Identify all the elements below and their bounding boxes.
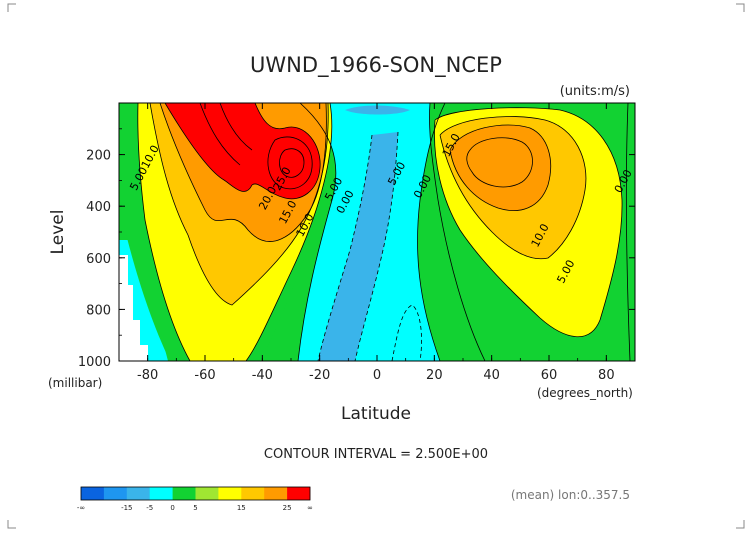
colorbar-tick-label: -∞ (77, 504, 85, 512)
x-tick-label: 20 (426, 368, 443, 383)
contour-line (137, 103, 191, 361)
y-tick-label: 800 (86, 303, 111, 318)
contour-lines (137, 103, 631, 361)
colorbar-swatch (241, 487, 265, 500)
colorbar-swatch (172, 487, 196, 500)
contour-fill-layers (119, 103, 635, 361)
x-tick-label: -80 (137, 368, 158, 383)
contour-line (625, 103, 631, 361)
colorbar-tick-label: 15 (237, 504, 246, 512)
colorbar-swatch (195, 487, 219, 500)
x-tick-label: -60 (194, 368, 215, 383)
corner-marks (7, 3, 745, 529)
colorbar-swatch (287, 487, 311, 500)
colorbar-swatch (81, 487, 105, 500)
contour-line (391, 304, 422, 361)
x-axis: -80 -60 -40 -20 0 20 40 60 80 (118, 103, 636, 383)
chart-title: UWND_1966-SON_NCEP (250, 53, 502, 78)
y-tick-label: 600 (86, 252, 111, 267)
x-tick-label: 40 (483, 368, 500, 383)
contour-line (267, 136, 313, 190)
contour-line (417, 103, 446, 361)
colorbar-swatch (103, 487, 128, 500)
band-negative-top (345, 105, 410, 115)
colorbar-frame (80, 486, 311, 501)
colorbar-tick-label: ∞ (307, 504, 313, 512)
y-units-label: (millibar) (48, 376, 102, 390)
colorbar-swatch (264, 487, 288, 500)
x-units-label: (degrees_north) (537, 386, 633, 400)
contour-line (354, 131, 399, 361)
colorbar-tick-label: 25 (283, 504, 292, 512)
missing-data-notch (119, 255, 148, 361)
contour-line (199, 103, 241, 166)
contour-line (149, 103, 329, 306)
footer-text: (mean) lon:0..357.5 (511, 488, 630, 502)
colorbar-swatch (149, 487, 173, 500)
contour-line (159, 103, 327, 242)
band-negative-column (318, 132, 398, 361)
colorbar-tick-label: 0 (170, 504, 174, 512)
contour-line (297, 103, 337, 361)
y-tick-label: 400 (86, 200, 111, 215)
band-20-25-north (450, 124, 551, 211)
colorbar-tick-label: 5 (193, 504, 197, 512)
contour-line (279, 148, 305, 178)
contour-line (449, 124, 552, 211)
x-axis-label: Latitude (341, 404, 411, 424)
contour-line (439, 116, 587, 260)
x-tick-label: -40 (252, 368, 273, 383)
colorbar-swatch (218, 487, 242, 500)
x-tick-label: -20 (309, 368, 330, 383)
band-gt-25-south (165, 103, 321, 199)
y-axis: 200 400 600 800 1000 (78, 128, 635, 370)
contour-line (466, 137, 533, 188)
y-tick-label: 200 (86, 149, 111, 164)
contour-line (434, 107, 623, 338)
colorbar-swatch (126, 487, 150, 500)
colorbar-tick-label: -5 (146, 504, 153, 512)
contour-line (164, 103, 321, 200)
x-tick-label: 0 (373, 368, 381, 383)
y-tick-label: 1000 (78, 355, 111, 370)
x-tick-label: 60 (541, 368, 558, 383)
colorbar-tick-label: -15 (121, 504, 132, 512)
contour-line (219, 103, 253, 151)
y-axis-label: Level (48, 210, 68, 255)
contour-line (429, 103, 486, 361)
colorbar: -∞ -15 -5 0 5 15 25 ∞ (77, 486, 313, 512)
units-label: (units:m/s) (560, 84, 630, 99)
contour-interval-text: CONTOUR INTERVAL = 2.500E+00 (264, 447, 488, 462)
x-tick-label: 80 (598, 368, 615, 383)
